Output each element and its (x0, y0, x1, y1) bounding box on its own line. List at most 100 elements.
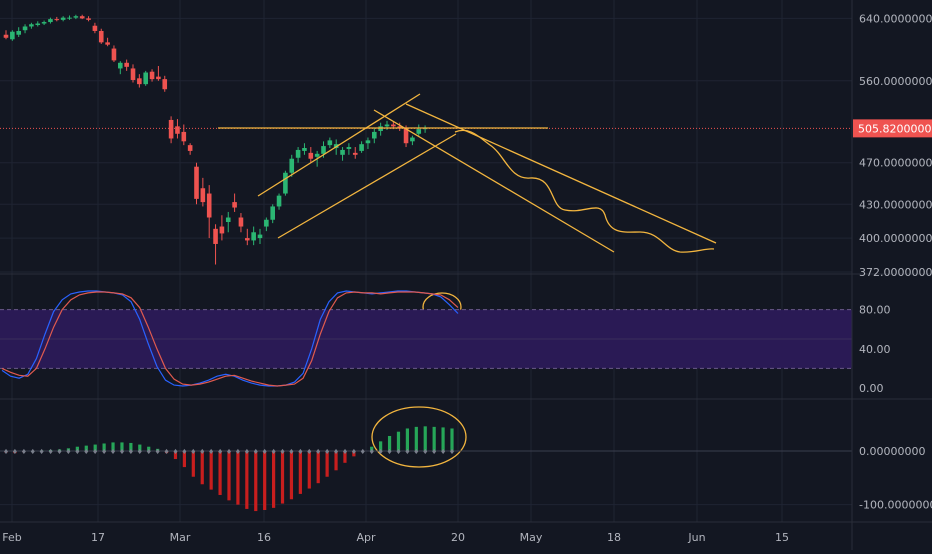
macd-axis-tick: 0.00000000 (859, 445, 925, 458)
channel-upper-line (257, 93, 421, 197)
candle-body (410, 137, 415, 142)
candle-body (187, 145, 193, 151)
candle-body (111, 48, 117, 61)
macd-signal-marker: ♦ (146, 448, 152, 456)
macd-signal-marker: ♦ (395, 448, 401, 456)
macd-histogram-bar (227, 451, 231, 501)
macd-histogram-bar (182, 451, 186, 468)
macd-histogram-bar (75, 446, 79, 451)
candle-body (118, 62, 123, 69)
macd-histogram-bar (245, 451, 249, 509)
descending-channel-upper-line (405, 103, 717, 244)
macd-histogram-bar (40, 450, 44, 452)
candle-body (283, 172, 288, 194)
macd-signal-marker: ♦ (56, 448, 62, 456)
candle-body (162, 79, 168, 90)
candle-body (365, 140, 371, 144)
price-axis-tick: 560.00000000 (859, 75, 932, 88)
candle-body (130, 68, 136, 80)
macd-histogram-bar (218, 451, 222, 495)
macd-signal-marker: ♦ (47, 448, 53, 456)
candle-body (98, 30, 104, 43)
macd-pane[interactable]: ♦ ♦ ♦ ♦ ♦ ♦ ♦ ♦ ♦ ♦ ♦ ♦ ♦ ♦ ♦ ♦ ♦ ♦ ♦ ♦ ♦ ♦ ♦ ♦ ♦ ♦ ♦ ♦ ♦ ♦ ♦ ♦ ♦ ♦ ♦ ♦ ♦ ♦ ♦ ♦… (0, 426, 852, 512)
macd-signal-marker: ♦ (360, 448, 366, 456)
candle-body (143, 72, 148, 85)
grid-layer (0, 0, 852, 522)
macd-histogram-bar (66, 448, 71, 451)
macd-histogram-bar (102, 443, 106, 451)
macd-signal-marker: ♦ (440, 448, 446, 456)
candle-body (321, 146, 326, 154)
macd-signal-marker: ♦ (262, 448, 268, 456)
price-axis-tick: 372.00000000 (859, 266, 932, 279)
macd-signal-marker: ♦ (163, 448, 169, 456)
time-axis-label: 16 (257, 531, 271, 544)
macd-histogram-bar (93, 444, 97, 451)
time-axis-label: 18 (607, 531, 621, 544)
macd-signal-marker: ♦ (279, 448, 285, 456)
macd-signal-marker: ♦ (128, 448, 134, 456)
candle-body (397, 126, 402, 129)
candle-body (35, 23, 41, 26)
macd-signal-marker: ♦ (110, 448, 116, 456)
macd-histogram-bar (22, 451, 26, 453)
macd-signal-marker: ♦ (422, 448, 428, 456)
channel-lower-line (277, 133, 457, 239)
macd-histogram-bar (129, 442, 133, 451)
macd-histogram-bar (120, 442, 124, 451)
candle-body (289, 158, 295, 173)
candle-body (251, 232, 256, 241)
macd-signal-marker: ♦ (306, 448, 312, 456)
drawing-layer[interactable] (218, 93, 717, 468)
candle-body (302, 148, 307, 151)
macd-signal-marker: ♦ (65, 448, 71, 456)
candle-body (295, 149, 301, 158)
macd-signal-marker: ♦ (172, 448, 178, 456)
candle-body (346, 147, 352, 149)
macd-signal-marker: ♦ (181, 448, 187, 456)
macd-signal-marker: ♦ (324, 448, 330, 456)
macd-signal-marker: ♦ (351, 448, 357, 456)
macd-signal-marker: ♦ (377, 448, 383, 456)
candle-body (403, 128, 409, 144)
projected-path-drawing (454, 129, 715, 253)
macd-histogram-bar (138, 444, 142, 451)
macd-signal-marker: ♦ (39, 448, 45, 456)
macd-histogram-bar (432, 426, 436, 451)
candle-body (340, 149, 345, 155)
macd-signal-marker: ♦ (270, 448, 276, 456)
macd-signal-marker: ♦ (413, 448, 419, 456)
candle-body (391, 124, 396, 127)
candle-body (60, 17, 66, 20)
macd-signal-marker: ♦ (119, 448, 125, 456)
candle-body (149, 71, 155, 80)
macd-histogram-bar (396, 431, 401, 451)
macd-histogram-bar (414, 426, 418, 451)
macd-signal-marker: ♦ (154, 448, 160, 456)
macd-histogram-bar (254, 451, 258, 512)
macd-signal-marker: ♦ (30, 448, 36, 456)
candle-body (200, 188, 206, 203)
candle-body (124, 62, 129, 67)
time-axis-label: 17 (91, 531, 105, 544)
candle-body (22, 26, 28, 31)
time-axis-label: 15 (775, 531, 789, 544)
macd-signal-marker: ♦ (431, 448, 437, 456)
candle-body (308, 152, 314, 159)
stochastic-pane[interactable] (0, 290, 852, 387)
candle-body (225, 217, 231, 222)
candle-body (270, 206, 275, 220)
macd-signal-marker: ♦ (21, 448, 27, 456)
candle-body (327, 140, 333, 146)
candle-body (378, 126, 383, 131)
macd-histogram-bar (361, 451, 365, 452)
macd-histogram-bar (423, 426, 427, 451)
macd-signal-marker: ♦ (404, 448, 410, 456)
macd-histogram-bar (334, 451, 338, 471)
macd-histogram-bar (325, 451, 329, 477)
candle-body (213, 228, 218, 244)
macd-histogram-bar (405, 428, 409, 451)
macd-signal-marker: ♦ (92, 448, 98, 456)
stochastic-axis-tick: 80.00 (859, 304, 891, 317)
